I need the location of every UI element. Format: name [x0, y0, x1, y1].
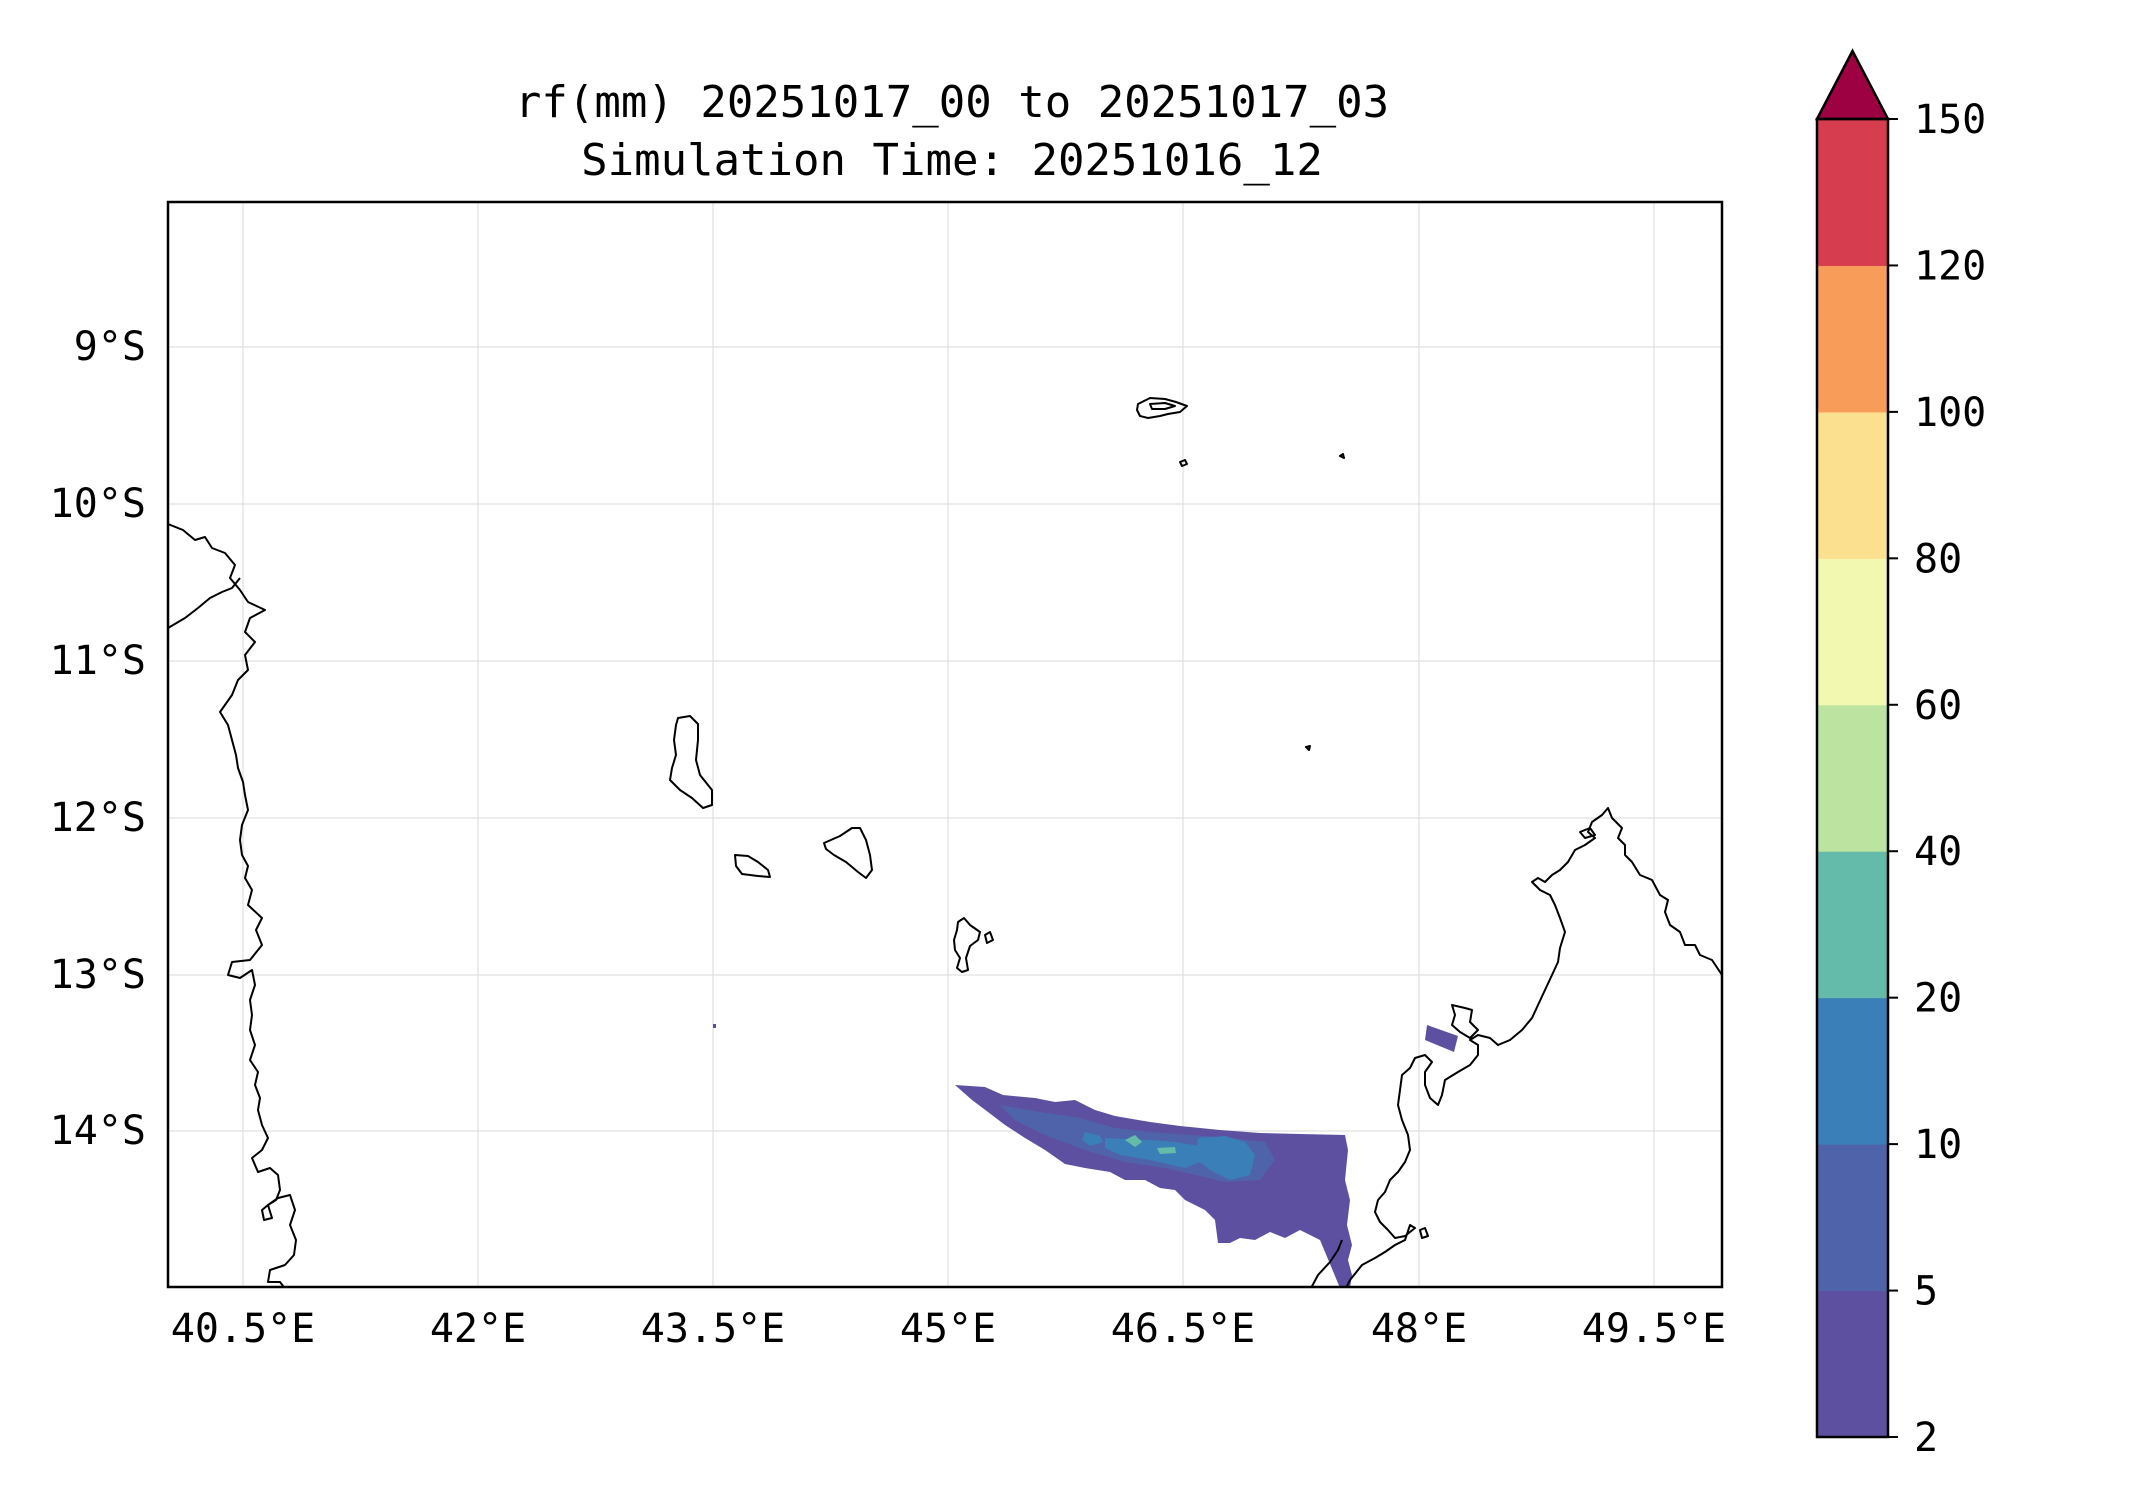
- coastline-madagascar-north: [1345, 807, 1722, 1287]
- lat-tick-label: 13°S: [50, 952, 146, 998]
- colorbar-tick-label: 2: [1914, 1415, 1938, 1461]
- colorbar-tick-label: 150: [1914, 97, 1986, 143]
- lon-tick-label: 45°E: [900, 1306, 996, 1352]
- rainfall-region-tiny: [713, 1024, 716, 1028]
- lon-tick-label: 43.5°E: [641, 1306, 786, 1352]
- colorbar-tick-label: 80: [1914, 536, 1962, 582]
- lon-tick-label: 42°E: [430, 1306, 526, 1352]
- coastline-nosy-be: [1451, 1004, 1479, 1039]
- coastline-africa-bay: [168, 577, 241, 629]
- map-frame: [166, 200, 1724, 1289]
- coastline-mayotte: [953, 917, 994, 973]
- lon-tick-label: 48°E: [1371, 1306, 1467, 1352]
- colorbar-segment: [1817, 1290, 1888, 1438]
- colorbar-tick-label: 60: [1914, 683, 1962, 729]
- coastline-aldabra: [1136, 397, 1188, 419]
- lon-tick-label: 49.5°E: [1582, 1306, 1727, 1352]
- colorbar-segment: [1817, 704, 1888, 852]
- latitude-tick-labels: 9°S 10°S 11°S 12°S 13°S 14°S: [50, 324, 146, 1154]
- colorbar-tick-label: 5: [1914, 1269, 1938, 1315]
- rainfall-region-10-20mm-b: [1105, 1138, 1205, 1168]
- colorbar-tick-label: 20: [1914, 976, 1962, 1022]
- rainfall-region-20-40mm: [1125, 1135, 1142, 1147]
- lon-tick-label: 46.5°E: [1111, 1306, 1256, 1352]
- lat-tick-label: 10°S: [50, 481, 146, 527]
- coastline-grande-comore: [669, 715, 713, 809]
- longitude-tick-labels: 40.5°E 42°E 43.5°E 45°E 46.5°E 48°E 49.5…: [171, 1306, 1727, 1352]
- coastlines: [168, 397, 1722, 1287]
- coastline-assumption: [1179, 459, 1188, 467]
- coastline-madagascar-peninsula: [1310, 1239, 1343, 1287]
- coastline-astove-islet: [1305, 453, 1345, 751]
- lat-tick-label: 9°S: [74, 324, 146, 370]
- colorbar-segment: [1817, 997, 1888, 1145]
- chart-title-line2: Simulation Time: 20251016_12: [581, 135, 1323, 186]
- map-gridlines: [168, 202, 1722, 1287]
- colorbar-segment: [1817, 119, 1888, 266]
- colorbar-segment: [1817, 1144, 1888, 1292]
- coastline-madagascar-nw-islets: [1419, 827, 1596, 1239]
- rainfall-contours: [713, 1024, 1458, 1287]
- colorbar-tick-label: 40: [1914, 829, 1962, 875]
- colorbar-segment: [1817, 265, 1888, 413]
- coastline-anjouan: [823, 827, 873, 879]
- colorbar-extend-arrow: [1814, 48, 1891, 121]
- colorbar: 2 5 10 20 40 60 80 100 120 150: [1814, 48, 1986, 1461]
- colorbar-tick-label: 100: [1914, 390, 1986, 436]
- rainfall-region-10-20mm-c: [1195, 1136, 1255, 1180]
- chart-title-line1: rf(mm) 20251017_00 to 20251017_03: [515, 77, 1389, 128]
- lat-tick-label: 14°S: [50, 1108, 146, 1154]
- rainfall-region-20-40mm-b: [1157, 1147, 1176, 1154]
- colorbar-segment: [1817, 558, 1888, 706]
- colorbar-segment: [1817, 411, 1888, 559]
- coastline-moheli: [734, 854, 771, 878]
- coastline-africa-mainland: [168, 523, 297, 1287]
- lon-tick-label: 40.5°E: [171, 1306, 316, 1352]
- lat-tick-label: 12°S: [50, 795, 146, 841]
- lat-tick-label: 11°S: [50, 638, 146, 684]
- colorbar-tick-label: 120: [1914, 243, 1986, 289]
- colorbar-frame: [1815, 117, 1890, 1439]
- map-plot: [166, 200, 1724, 1289]
- rainfall-region-2-5mm-small: [1425, 1025, 1458, 1052]
- colorbar-tick-label: 10: [1914, 1122, 1962, 1168]
- rainfall-region-10-20mm: [1082, 1132, 1103, 1146]
- colorbar-segment: [1817, 851, 1888, 999]
